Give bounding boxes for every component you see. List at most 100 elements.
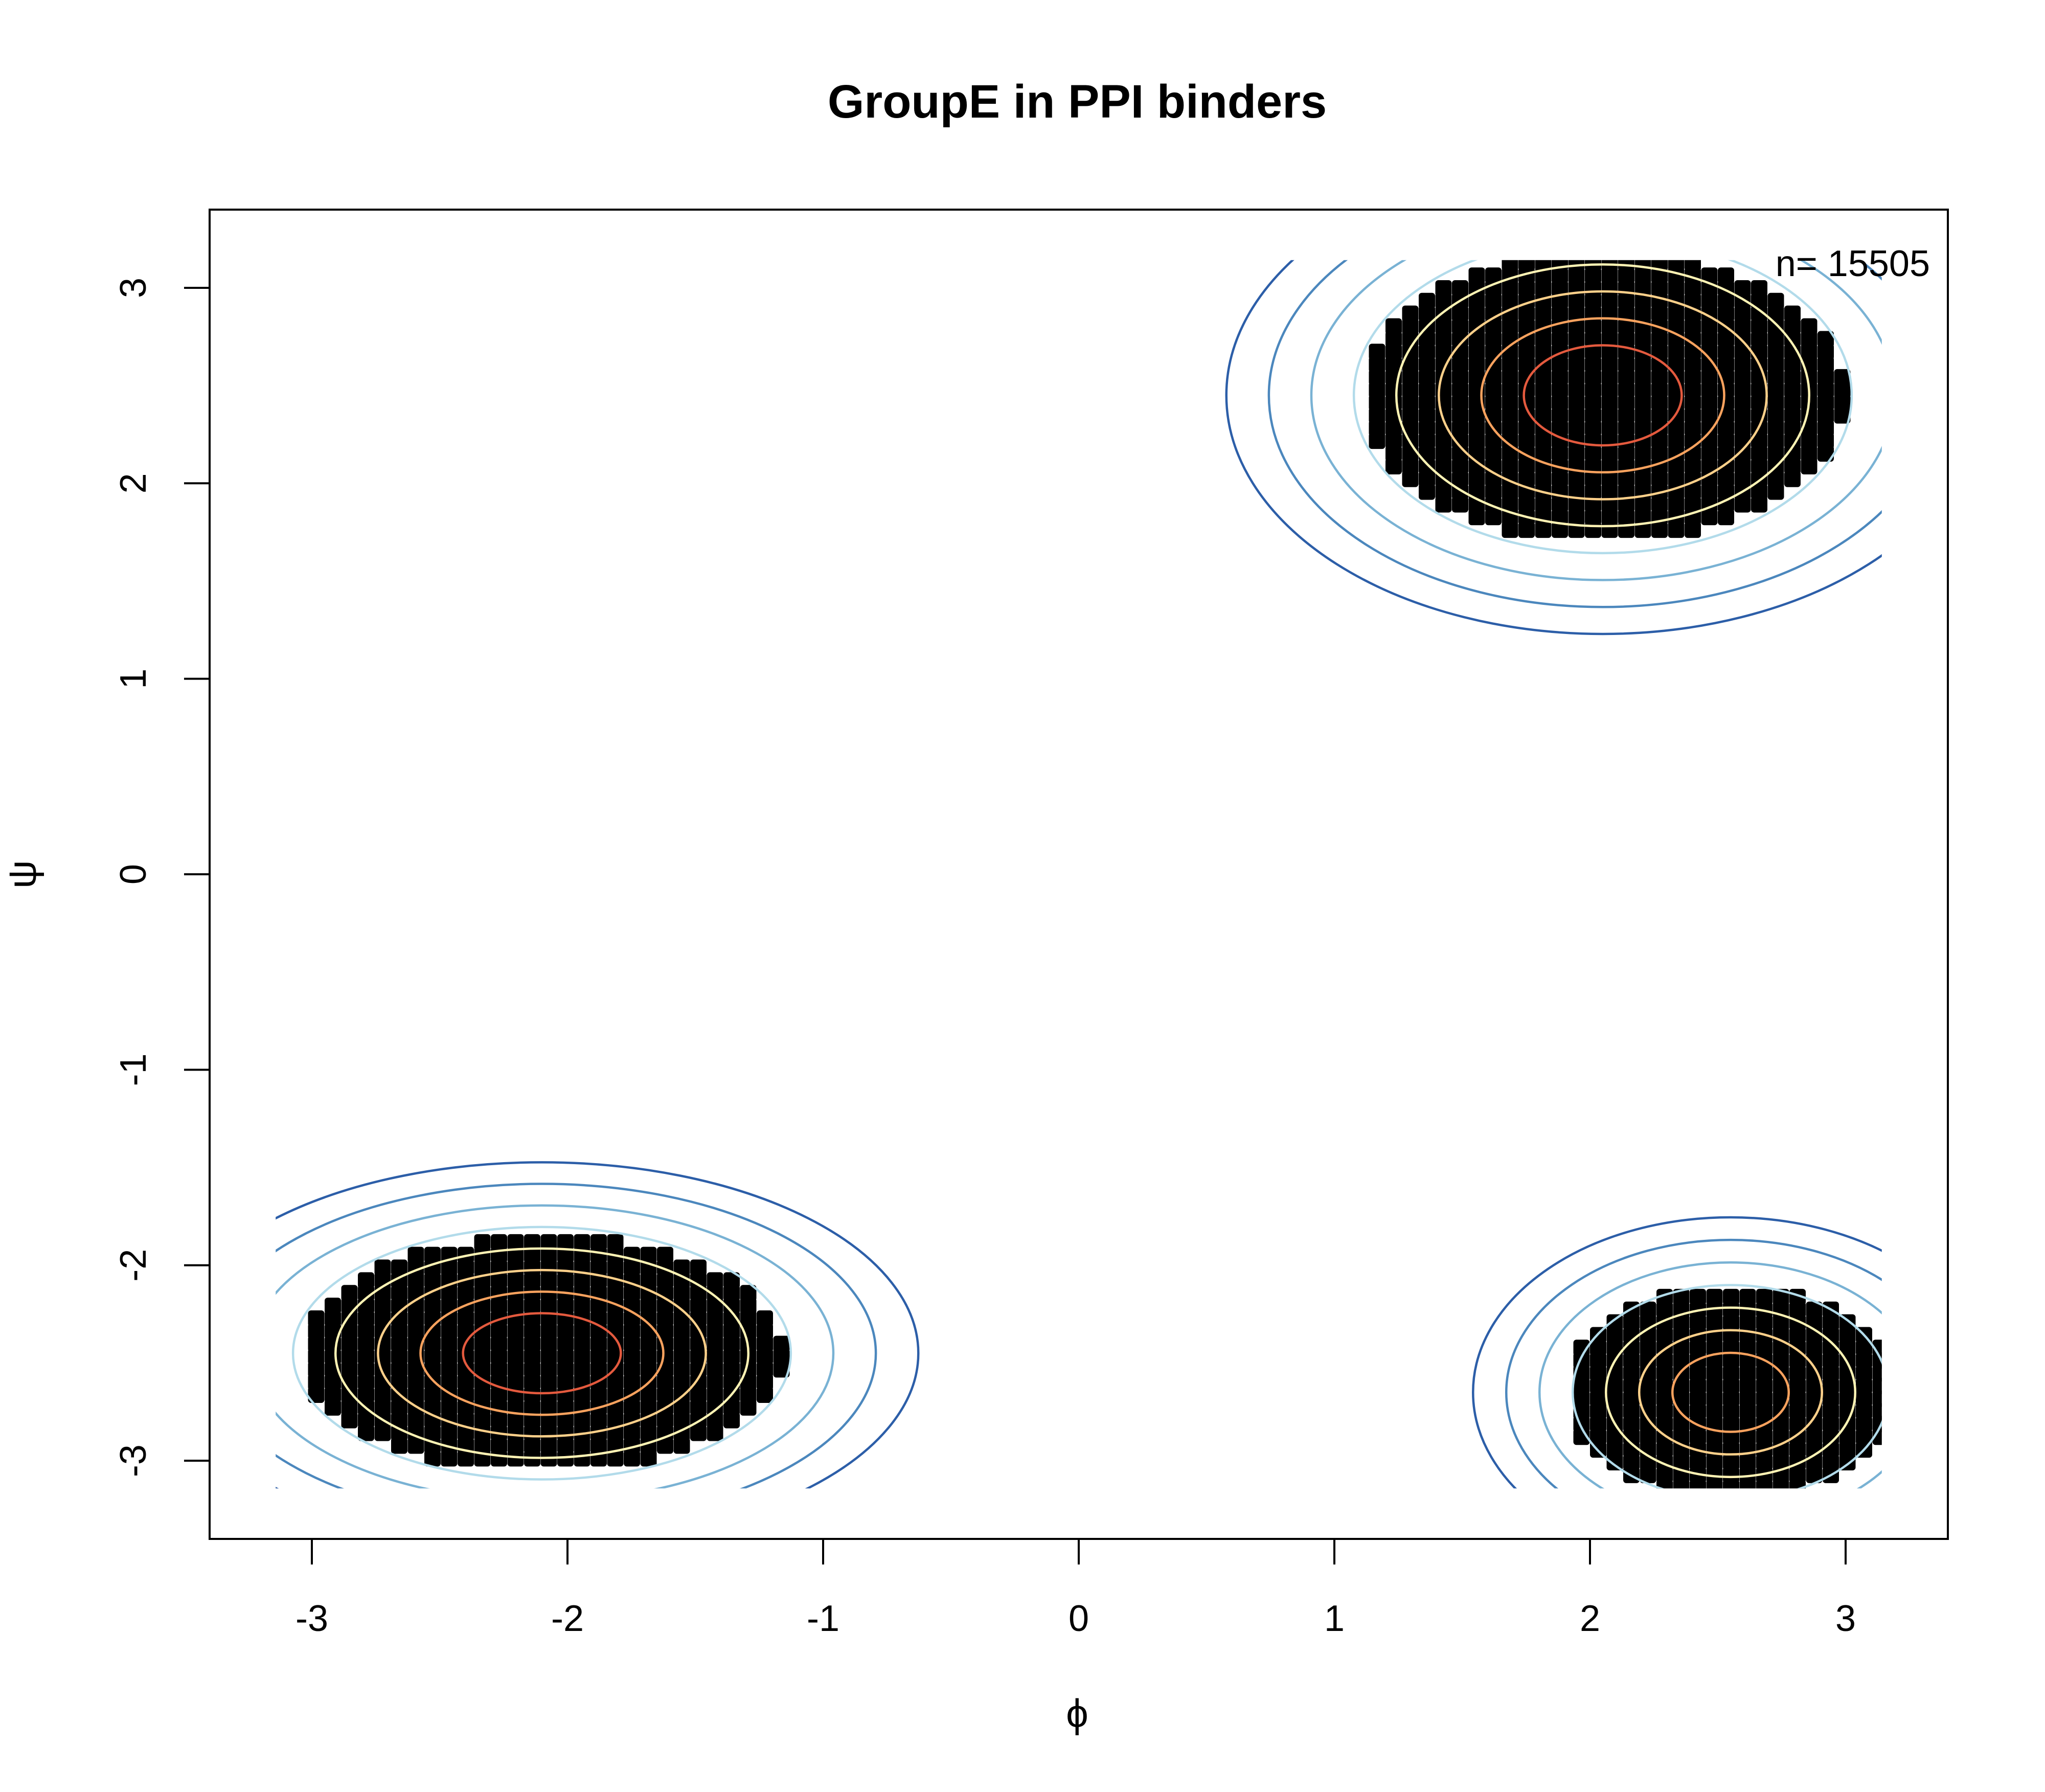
data-point: [1518, 433, 1535, 449]
data-point: [690, 1285, 707, 1302]
data-point: [358, 1285, 374, 1302]
data-point: [1751, 280, 1767, 297]
data-point: [657, 1374, 673, 1391]
data-point: [1751, 331, 1767, 348]
data-point: [1468, 344, 1485, 360]
data-point: [557, 1374, 574, 1391]
data-point: [374, 1424, 391, 1441]
data-point: [557, 1246, 574, 1263]
data-point: [1718, 496, 1734, 513]
data-point: [1673, 1288, 1690, 1305]
data-point: [1435, 292, 1452, 309]
data-point: [1502, 356, 1518, 373]
data-point: [341, 1348, 358, 1365]
data-point: [1668, 280, 1685, 297]
data-point: [574, 1387, 590, 1403]
data-point: [1419, 356, 1435, 373]
data-point: [1585, 445, 1601, 462]
data-point: [1585, 420, 1601, 437]
data-point: [524, 1387, 540, 1403]
data-point: [1502, 292, 1518, 309]
data-point: [640, 1272, 657, 1289]
data-point: [458, 1374, 474, 1391]
data-point: [524, 1234, 540, 1251]
data-point: [1823, 1403, 1839, 1420]
data-point: [1369, 381, 1385, 398]
data-point: [624, 1259, 640, 1276]
data-point: [474, 1335, 491, 1352]
data-point: [1767, 470, 1784, 487]
data-point: [1872, 1377, 1882, 1394]
data-point: [1601, 292, 1618, 309]
data-point: [1651, 394, 1668, 411]
data-point: [1723, 1288, 1739, 1305]
data-point: [491, 1234, 507, 1251]
data-point: [1618, 509, 1634, 526]
data-point: [690, 1298, 707, 1314]
data-point: [1734, 318, 1751, 335]
data-point: [607, 1285, 624, 1302]
data-point: [1618, 292, 1634, 309]
data-point: [1789, 1416, 1806, 1433]
data-point: [740, 1285, 757, 1302]
data-point: [1734, 305, 1751, 322]
x-tick-label: 2: [1580, 1598, 1600, 1639]
data-point: [358, 1348, 374, 1365]
data-point: [1706, 1428, 1723, 1445]
data-point: [707, 1335, 723, 1352]
data-point: [491, 1272, 507, 1289]
data-point: [1723, 1365, 1739, 1381]
data-point: [1801, 331, 1817, 348]
y-axis: -3 -2 -1 0 1 2 3: [113, 278, 211, 1477]
data-point: [557, 1323, 574, 1340]
contour-line: [377, 1268, 707, 1438]
data-point: [1685, 496, 1701, 513]
x-tick-label: -3: [296, 1598, 328, 1639]
data-point: [540, 1246, 557, 1263]
data-point: [1718, 470, 1734, 487]
data-point: [1369, 394, 1385, 411]
data-point: [624, 1285, 640, 1302]
data-point: [1502, 458, 1518, 474]
data-point: [1706, 1466, 1723, 1483]
data-point: [1751, 433, 1767, 449]
data-point: [1485, 483, 1502, 500]
data-point: [1601, 420, 1618, 437]
data-point: [1640, 1390, 1656, 1407]
data-point: [1690, 1428, 1706, 1445]
data-point: [1385, 356, 1402, 373]
data-point: [1419, 305, 1435, 322]
data-point: [1767, 318, 1784, 335]
data-point: [341, 1335, 358, 1352]
data-point: [1618, 470, 1634, 487]
cluster-points: [1369, 242, 1851, 538]
data-point: [640, 1348, 657, 1365]
data-point: [1634, 445, 1651, 462]
data-point: [1485, 369, 1502, 385]
data-point: [1690, 1314, 1706, 1331]
data-point: [1606, 1327, 1623, 1344]
data-point: [1569, 242, 1585, 258]
data-point: [358, 1387, 374, 1403]
data-point: [1435, 318, 1452, 335]
data-point: [1402, 420, 1419, 437]
data-point: [474, 1246, 491, 1263]
data-point: [1535, 344, 1552, 360]
contour-line: [276, 1161, 920, 1489]
data-point: [1518, 267, 1535, 284]
data-point: [1723, 1352, 1739, 1369]
data-point: [1739, 1365, 1756, 1381]
data-point: [491, 1387, 507, 1403]
data-point: [1668, 458, 1685, 474]
data-point: [424, 1298, 441, 1314]
x-axis: -3 -2 -1 0 1 2 3: [296, 1538, 1856, 1639]
data-point: [1767, 331, 1784, 348]
data-point: [491, 1412, 507, 1428]
data-point: [1734, 356, 1751, 373]
data-point: [657, 1437, 673, 1454]
data-point: [1435, 445, 1452, 462]
data-point: [1656, 1390, 1673, 1407]
chart-title: GroupE in PPI binders: [828, 76, 1327, 128]
contour-line: [1310, 260, 1882, 581]
